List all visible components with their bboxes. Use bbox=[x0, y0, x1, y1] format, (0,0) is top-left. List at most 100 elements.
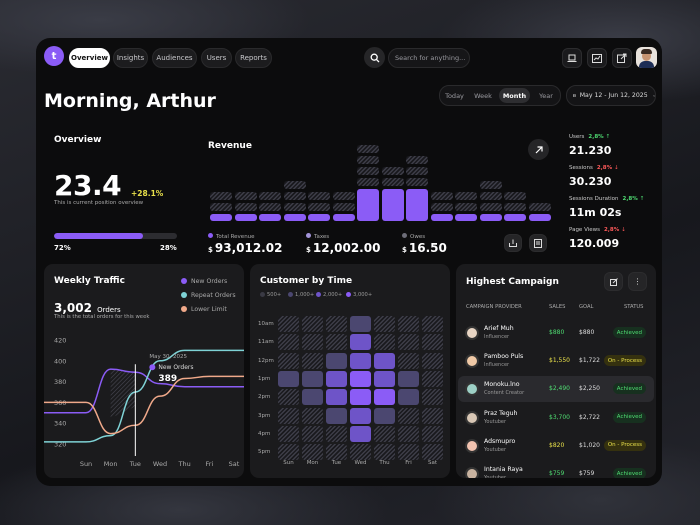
metric-label: Sessions 2,8% ↓ bbox=[569, 165, 619, 171]
legend-swatch bbox=[346, 292, 351, 297]
weekly-traffic-card: Weekly Traffic 3,002 Orders This is the … bbox=[44, 264, 244, 478]
revenue-stat-label: Owes bbox=[402, 233, 425, 240]
download-button[interactable] bbox=[504, 234, 522, 252]
chevron-down-icon bbox=[652, 94, 655, 97]
customer-legend-item: 2,000+ bbox=[316, 292, 342, 298]
revenue-bar-segment bbox=[332, 214, 355, 221]
heatmap-cell bbox=[326, 352, 347, 369]
heatmap-cell bbox=[278, 444, 299, 461]
metric-value: 11m 02s bbox=[569, 206, 622, 219]
campaign-row[interactable]: Monoku.lno Content Creator $2,490 $2,250 Ach… bbox=[458, 376, 654, 403]
revenue-bar-segment bbox=[381, 167, 404, 175]
revenue-bar-segment bbox=[504, 203, 526, 211]
heatmap-cell bbox=[374, 407, 395, 424]
tab-overview[interactable]: Overview bbox=[69, 48, 110, 68]
analytics-button[interactable] bbox=[587, 48, 607, 68]
range-week[interactable]: Week bbox=[474, 91, 492, 100]
currency-symbol: $ bbox=[306, 246, 311, 254]
revenue-bar-segment bbox=[455, 203, 477, 211]
status-badge: Achieved bbox=[612, 468, 646, 478]
provider-role: Youtuber bbox=[484, 446, 507, 453]
legend-label: 500+ bbox=[267, 292, 282, 298]
campaign-row[interactable]: Praz Teguh Youtuber $3,700 $2,722 Achieved bbox=[458, 405, 654, 431]
heatmap-cell bbox=[350, 316, 371, 332]
tab-reports[interactable]: Reports bbox=[235, 48, 272, 68]
heatmap-cell bbox=[422, 352, 443, 369]
search-input[interactable] bbox=[388, 48, 470, 68]
revenue-bar-segment bbox=[430, 203, 453, 211]
heatmap-row-label: 5pm bbox=[258, 449, 271, 456]
x-tick-label: Sat bbox=[229, 460, 240, 468]
revenue-bar-segment bbox=[479, 181, 502, 189]
revenue-bar-segment bbox=[234, 203, 257, 211]
legend-label: Lower Limit bbox=[191, 306, 227, 313]
revenue-bar-segment bbox=[259, 214, 281, 221]
heatmap-cell bbox=[326, 444, 347, 461]
campaign-row[interactable]: Intania Raya Youtuber $759 $759 Achieved bbox=[458, 461, 654, 478]
laptop-button[interactable] bbox=[562, 48, 582, 68]
logo[interactable]: t bbox=[44, 46, 64, 66]
search-button[interactable] bbox=[364, 47, 385, 68]
revenue-bar-segment bbox=[381, 189, 404, 221]
heatmap-cell bbox=[422, 389, 443, 406]
laptop-icon bbox=[567, 54, 577, 62]
legend-swatch bbox=[260, 292, 265, 297]
revenue-bar-segment bbox=[210, 214, 232, 221]
campaign-menu-button[interactable]: ⋮ bbox=[628, 272, 647, 291]
revenue-bar-segment bbox=[455, 214, 477, 221]
heatmap-cell bbox=[398, 389, 419, 406]
provider-avatar bbox=[465, 467, 479, 478]
range-year[interactable]: Year bbox=[539, 91, 553, 100]
overview-title: Overview bbox=[54, 135, 102, 145]
expand-button[interactable] bbox=[528, 139, 549, 160]
revenue-bar-segment bbox=[357, 178, 379, 186]
currency-symbol: $ bbox=[208, 246, 213, 254]
campaign-row[interactable]: Adsmupro Youtuber $820 $1,020 On - Process bbox=[458, 433, 654, 459]
status-badge: Achieved bbox=[612, 383, 646, 395]
range-month[interactable]: Month bbox=[499, 88, 530, 103]
logo-glyph: t bbox=[51, 50, 57, 62]
revenue-bar-segment bbox=[210, 203, 232, 211]
tab-users[interactable]: Users bbox=[201, 48, 232, 68]
revenue-bar-segment bbox=[283, 192, 306, 200]
metric-name: Sessions Duration bbox=[569, 196, 619, 202]
legend-dot bbox=[181, 306, 187, 312]
metric-name: Page Views bbox=[569, 227, 600, 233]
range-today[interactable]: Today bbox=[445, 91, 464, 100]
y-tick-label: 340 bbox=[54, 420, 66, 428]
heatmap-cell bbox=[422, 334, 443, 351]
heatmap-cell bbox=[422, 425, 443, 442]
overview-progress-fill bbox=[54, 233, 143, 239]
metric-value: 21.230 bbox=[569, 144, 612, 157]
overview-value: 23.4 bbox=[54, 169, 122, 202]
provider-role: Influencer bbox=[484, 334, 510, 340]
revenue-stat-dot bbox=[208, 233, 213, 238]
heatmap-cell bbox=[374, 352, 395, 369]
tab-insights[interactable]: Insights bbox=[113, 48, 148, 68]
tooltip-value: 389 bbox=[158, 374, 177, 384]
metric-change: 2,8% bbox=[596, 165, 613, 171]
share-button[interactable] bbox=[612, 48, 632, 68]
campaign-row[interactable]: Arief Muh Influencer $880 $880 Achieved bbox=[458, 320, 654, 346]
provider-name: Adsmupro bbox=[484, 437, 516, 445]
revenue-bar-segment bbox=[357, 145, 379, 153]
campaign-row[interactable]: Pamboo Puls Influencer $1,550 $1,722 On - Pr… bbox=[458, 348, 654, 374]
tooltip-area bbox=[110, 369, 136, 418]
overview-change: +28.1% bbox=[131, 189, 164, 198]
campaign-filter-button[interactable] bbox=[604, 272, 623, 291]
heatmap-cell bbox=[326, 407, 347, 424]
heatmap-cell bbox=[326, 370, 347, 387]
revenue-stat-dot bbox=[306, 233, 311, 238]
series-line-repeat-orders bbox=[44, 349, 244, 443]
provider-avatar bbox=[465, 438, 479, 453]
tab-audiences[interactable]: Audiences bbox=[152, 48, 197, 68]
report-button[interactable] bbox=[529, 234, 547, 252]
date-range-picker[interactable]: May 12 - Jun 12, 2025 bbox=[566, 85, 656, 106]
avatar[interactable] bbox=[636, 47, 657, 68]
x-tick-label: Wed bbox=[153, 460, 167, 468]
heatmap-cell bbox=[278, 407, 299, 424]
revenue-stat-value: $16.50 bbox=[402, 241, 447, 255]
campaign-column-header: CAMPAIGN PROVIDER bbox=[466, 304, 522, 310]
calendar-icon bbox=[573, 94, 576, 97]
